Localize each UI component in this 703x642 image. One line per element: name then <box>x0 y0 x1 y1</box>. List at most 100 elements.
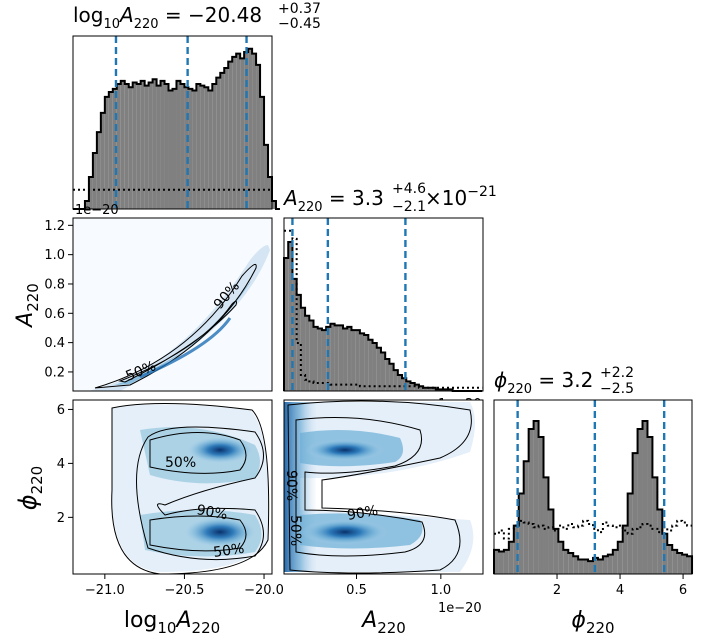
histogram-bar <box>334 325 339 391</box>
contour-label-90-left: 90% <box>283 470 299 501</box>
histogram-bar <box>538 437 544 574</box>
histogram-bar <box>677 553 683 574</box>
histogram-bar <box>376 347 381 391</box>
contour-label-50: 50% <box>287 515 303 546</box>
histogram-bar <box>647 437 653 574</box>
density-a220-vs-phi220: 90% 90% 50% 0.5 1.0 A220 1e−20 <box>283 399 484 637</box>
histogram-bar <box>528 429 534 574</box>
prior-line <box>494 519 693 540</box>
histogram-bar <box>326 326 331 391</box>
y-ticks: 2 4 6 <box>57 403 73 526</box>
histogram-bar <box>364 334 369 391</box>
histogram-bar <box>92 152 97 209</box>
histogram-bar <box>292 278 297 391</box>
histogram-bar <box>330 323 335 391</box>
histogram-bar <box>431 387 436 391</box>
offset-text: 1e−20 <box>75 203 119 218</box>
histogram-bar <box>176 80 181 209</box>
histogram-bar <box>264 144 269 209</box>
panel-title: ϕ220 = 3.2 <box>494 368 593 397</box>
axes-frame <box>72 399 273 575</box>
histogram-bar <box>389 363 394 391</box>
histogram-bar <box>632 453 638 574</box>
histogram-bar <box>180 84 185 209</box>
y-tick-label: 1.0 <box>44 248 65 263</box>
panel-title: log10A220 = −20.48 <box>73 3 262 32</box>
histogram-bar <box>662 533 668 574</box>
histogram-bar <box>108 92 113 209</box>
histogram-bar <box>513 525 519 574</box>
prior-line <box>284 229 483 389</box>
histogram-bar <box>607 554 613 574</box>
y-tick-label: 0.4 <box>44 336 65 351</box>
histogram-bar <box>140 80 145 209</box>
contour-label-50-lower: 50% <box>212 541 245 561</box>
histogram-bar <box>313 326 318 391</box>
y-tick-label: 2 <box>57 511 65 526</box>
y-axis-label: A220 <box>13 283 42 329</box>
histogram-bar <box>305 315 310 391</box>
histogram-bar <box>397 374 403 391</box>
histogram-bar <box>508 541 514 574</box>
title-minus-error: −0.45 <box>278 16 321 32</box>
histogram-bar <box>602 556 608 574</box>
contour-label-50-upper: 50% <box>165 455 196 471</box>
histogram-bar <box>657 509 663 574</box>
histogram-bar <box>88 176 93 209</box>
histogram-bar <box>494 549 499 574</box>
y-ticks: 0.2 0.4 0.6 0.8 1.0 1.2 <box>44 219 73 380</box>
histogram-bar <box>200 85 205 209</box>
histogram-bar <box>588 561 594 574</box>
quantile-lines <box>516 400 666 574</box>
histogram-bar <box>212 84 217 209</box>
histogram-bar <box>96 132 101 209</box>
histogram-bar <box>220 72 225 209</box>
histogram-bar <box>124 84 129 209</box>
quantile-lines <box>114 36 248 209</box>
histogram-bar <box>627 493 633 574</box>
title-plus-error: +4.6 <box>392 181 426 197</box>
histogram-bar <box>533 420 539 574</box>
histogram-bar <box>172 88 177 209</box>
histogram-bar <box>317 328 322 391</box>
histogram-bar <box>393 370 398 391</box>
histogram-bar <box>120 80 125 209</box>
histogram-bar <box>309 320 314 391</box>
histogram-bar <box>583 559 589 574</box>
x-ticks: 2 4 6 <box>553 574 687 598</box>
y-axis-label: ϕ220 <box>14 466 46 510</box>
histogram-bar <box>343 328 348 391</box>
y-tick-label: 1.2 <box>44 219 65 234</box>
histogram-bar <box>196 84 201 209</box>
y-tick-label: 4 <box>57 457 65 472</box>
histogram-bar <box>240 58 245 210</box>
histogram-bar <box>338 325 344 391</box>
histogram-bars <box>493 419 694 574</box>
histogram-bar <box>84 200 89 209</box>
histogram-bar <box>518 493 524 574</box>
histogram-bar <box>260 96 265 209</box>
histogram-bar <box>503 549 509 574</box>
x-tick-label: −21.0 <box>85 583 125 598</box>
histogram-bar <box>216 77 221 210</box>
histogram-bar <box>578 559 584 574</box>
histogram-bar <box>617 541 623 574</box>
offset-text: 1e−20 <box>438 601 482 616</box>
histogram-outline <box>493 419 694 574</box>
histogram-phi220: 2 4 6 ϕ220 = 3.2 +2.2 −2.5 ϕ220 <box>493 365 694 637</box>
histogram-bar <box>402 378 407 391</box>
y-tick-label: 0.8 <box>44 277 65 292</box>
x-tick-label: 1.0 <box>430 583 451 598</box>
histogram-bar <box>642 420 648 574</box>
title-plus-error: +2.2 <box>600 365 634 381</box>
x-ticks: −21.0 −20.5 −20.0 <box>85 574 284 598</box>
histogram-bar <box>156 85 161 209</box>
histogram-bars <box>73 47 280 210</box>
histogram-bar <box>128 87 133 209</box>
histogram-bar <box>597 559 603 574</box>
histogram-bar <box>351 330 356 391</box>
title-exponent: ×10−21 <box>425 184 497 210</box>
histogram-bar <box>385 358 390 391</box>
x-tick-label: −20.0 <box>244 583 284 598</box>
histogram-bar <box>414 384 419 391</box>
